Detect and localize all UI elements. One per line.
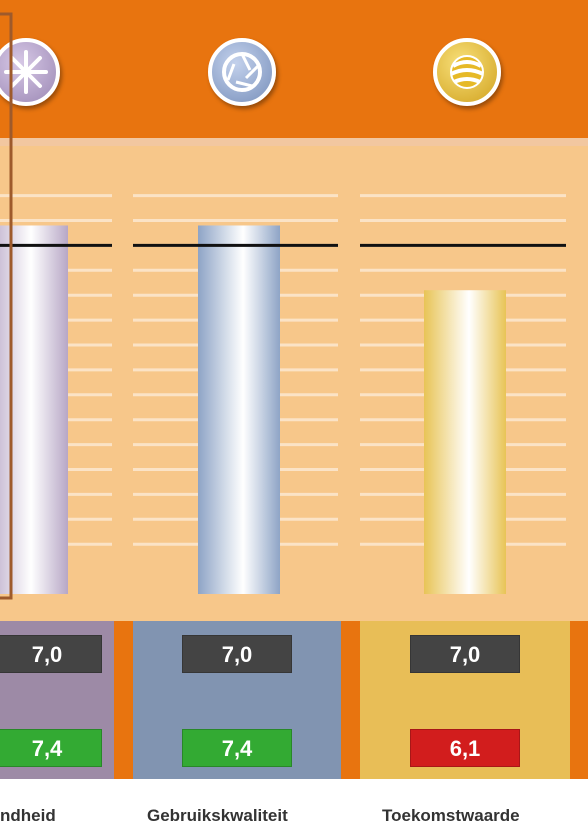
- panel-2: 7,0 6,1: [360, 621, 570, 779]
- score-value-box: 7,4: [182, 729, 292, 767]
- globe-icon: [433, 38, 501, 106]
- panel-0: 7,0 7,4: [0, 621, 114, 779]
- header-band-shadow: [0, 138, 588, 146]
- bar-1: [198, 225, 280, 595]
- category-label: Toekomstwaarde: [382, 806, 520, 825]
- bar-2: [424, 290, 506, 594]
- overlay-frame: [0, 12, 13, 600]
- reference-value-box: 7,0: [0, 635, 102, 673]
- score-value-box: 6,1: [410, 729, 520, 767]
- panel-1: 7,0 7,4: [133, 621, 341, 779]
- reference-value-box: 7,0: [410, 635, 520, 673]
- aperture-icon: [208, 38, 276, 106]
- category-label: ndheid: [0, 806, 56, 825]
- category-label: Gebruikskwaliteit: [147, 806, 288, 825]
- reference-value-box: 7,0: [182, 635, 292, 673]
- score-value-box: 7,4: [0, 729, 102, 767]
